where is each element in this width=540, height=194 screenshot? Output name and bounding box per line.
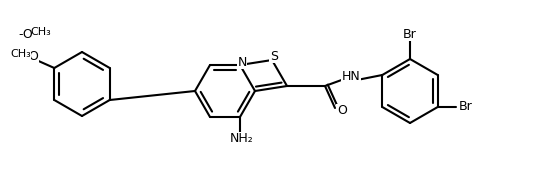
Text: -O: -O [18, 28, 33, 41]
Text: O: O [28, 50, 38, 63]
Text: CH₃: CH₃ [10, 49, 31, 59]
Text: O: O [337, 105, 347, 118]
Text: S: S [270, 49, 278, 62]
Text: NH₂: NH₂ [230, 133, 254, 146]
Text: N: N [237, 55, 247, 68]
Text: CH₃: CH₃ [30, 27, 51, 37]
Text: Br: Br [459, 100, 472, 113]
Text: HN: HN [342, 69, 360, 82]
Text: Br: Br [403, 28, 417, 41]
